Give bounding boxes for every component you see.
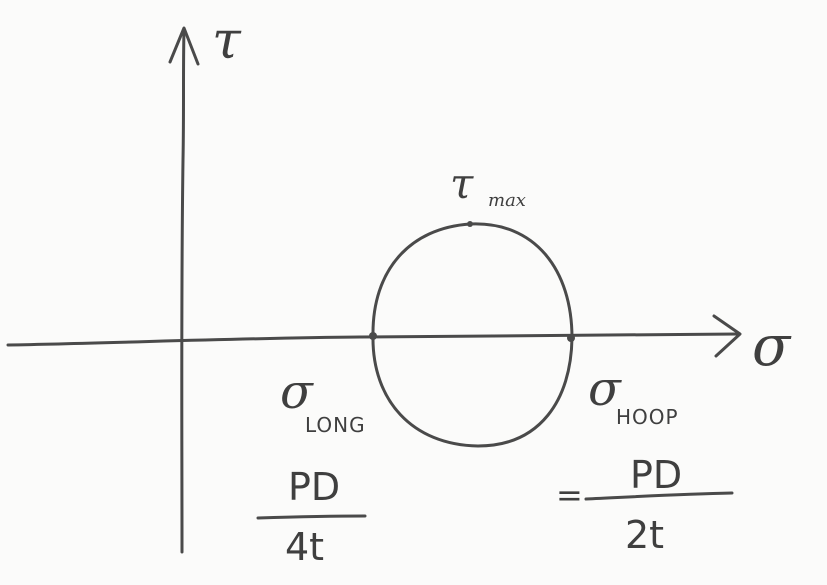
sigma-hoop-numerator: PD	[630, 453, 682, 497]
sigma-axis-label: σ	[752, 314, 792, 379]
tau-axis-line	[180, 28, 186, 554]
sigma-long-subscript: LONG	[305, 413, 366, 437]
sigma-hoop-fraction-bar	[584, 491, 734, 501]
tau-axis-label: τ	[212, 11, 242, 71]
sigma-hoop-point	[567, 334, 575, 342]
sigma-long-symbol: σ	[280, 364, 314, 420]
sigma-axis-arrowhead	[712, 314, 742, 358]
sigma-long-numerator: PD	[288, 465, 340, 509]
sigma-hoop-subscript: HOOP	[616, 405, 679, 429]
tau-max-symbol: τ	[450, 159, 474, 208]
sigma-hoop-symbol: σ	[588, 361, 622, 417]
sigma-axis-line	[6, 332, 740, 347]
tau-max-subscript: max	[488, 190, 526, 211]
tau-axis-arrowhead	[168, 26, 200, 66]
sigma-hoop-denominator: 2t	[625, 513, 664, 557]
tau-max-point	[467, 221, 473, 227]
sigma-long-denominator: 4t	[285, 525, 324, 569]
sigma-long-fraction-bar	[256, 514, 367, 520]
sigma-hoop-equals: =	[556, 476, 583, 514]
sigma-long-point	[369, 332, 377, 340]
